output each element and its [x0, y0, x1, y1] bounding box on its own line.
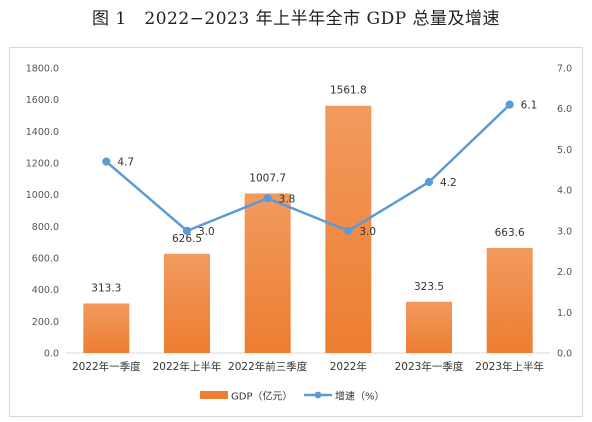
bar	[406, 301, 452, 353]
y-right-tick-label: 6.0	[557, 104, 572, 115]
y-left-tick-label: 800.0	[32, 222, 59, 233]
line-data-label: 4.7	[117, 157, 134, 169]
y-right-tick-label: 2.0	[557, 267, 572, 278]
y-left-tick-label: 400.0	[32, 285, 59, 296]
line-point	[263, 194, 272, 203]
bar-data-label: 1561.8	[330, 85, 367, 97]
x-axis-categories: 2022年一季度 2022年上半年 2022年前三季度 2022年 2023年一季度 20…	[72, 360, 544, 373]
bar-data-labels: 313.3 626.5 1007.7 1561.8 323.5 663.6	[91, 85, 525, 295]
y-left-tick-label: 1600.0	[26, 95, 59, 106]
growth-line	[105, 103, 511, 233]
x-category-label: 2022年	[330, 360, 367, 373]
bar	[164, 253, 210, 353]
y-left-tick-label: 0.0	[44, 349, 59, 360]
line-data-labels: 4.7 3.0 3.8 3.0 4.2 6.1	[117, 100, 537, 238]
y-axis-left: 0.0 200.0 400.0 600.0 800.0 1000.0 1200.0 1400.…	[26, 64, 59, 360]
bar	[244, 193, 291, 353]
y-right-tick-label: 3.0	[557, 226, 572, 237]
y-right-tick-label: 0.0	[557, 349, 572, 360]
x-category-label: 2023年一季度	[395, 360, 464, 373]
y-axis-right: 0.0 1.0 2.0 3.0 4.0 5.0 6.0 7.0	[557, 64, 572, 360]
y-right-tick-label: 1.0	[557, 308, 572, 319]
y-left-tick-label: 1800.0	[26, 64, 59, 75]
bar-data-label: 323.5	[414, 281, 444, 293]
legend-swatch-growth-marker	[314, 391, 322, 399]
legend-label-growth: 增速（%）	[335, 390, 385, 403]
bar	[486, 247, 533, 353]
line-series	[102, 100, 514, 235]
line-point	[182, 226, 192, 235]
legend: GDP（亿元） 增速（%）	[200, 390, 385, 403]
figure-number: 图 1	[91, 9, 127, 29]
y-right-tick-label: 7.0	[557, 64, 572, 75]
line-data-label: 3.0	[198, 226, 215, 238]
x-category-label: 2022年上半年	[153, 360, 222, 373]
line-point	[344, 226, 353, 235]
line-data-label: 3.8	[279, 193, 296, 205]
y-right-tick-label: 4.0	[557, 186, 572, 197]
line-point	[424, 177, 434, 187]
line-data-label: 6.1	[521, 100, 538, 112]
figure-title-text: 2022−2023 年上半年全市 GDP 总量及增速	[144, 9, 501, 29]
y-right-tick-label: 5.0	[557, 145, 572, 156]
line-point	[505, 100, 514, 109]
y-left-tick-label: 1000.0	[26, 190, 59, 201]
bar-data-label: 663.6	[495, 227, 525, 239]
legend-swatch-gdp	[200, 391, 228, 399]
x-category-label: 2022年一季度	[72, 360, 141, 373]
line-point	[102, 157, 111, 166]
legend-label-gdp: GDP（亿元）	[231, 390, 292, 403]
y-left-tick-label: 1200.0	[26, 159, 59, 170]
figure-title: 图 1 2022−2023 年上半年全市 GDP 总量及增速	[0, 4, 592, 29]
x-category-label: 2022年前三季度	[228, 360, 308, 373]
line-data-label: 4.2	[440, 177, 457, 189]
bar-data-label: 1007.7	[249, 172, 286, 184]
y-left-tick-label: 1400.0	[26, 127, 59, 138]
bar-data-label: 626.5	[172, 233, 202, 245]
chart-frame	[9, 47, 583, 417]
bar	[83, 303, 130, 353]
bar-data-label: 313.3	[91, 282, 121, 294]
x-category-label: 2023年上半年	[475, 360, 544, 373]
line-data-label: 3.0	[359, 226, 376, 238]
bar-series	[83, 105, 533, 353]
y-left-tick-label: 600.0	[32, 254, 59, 265]
y-left-tick-label: 200.0	[32, 317, 59, 328]
